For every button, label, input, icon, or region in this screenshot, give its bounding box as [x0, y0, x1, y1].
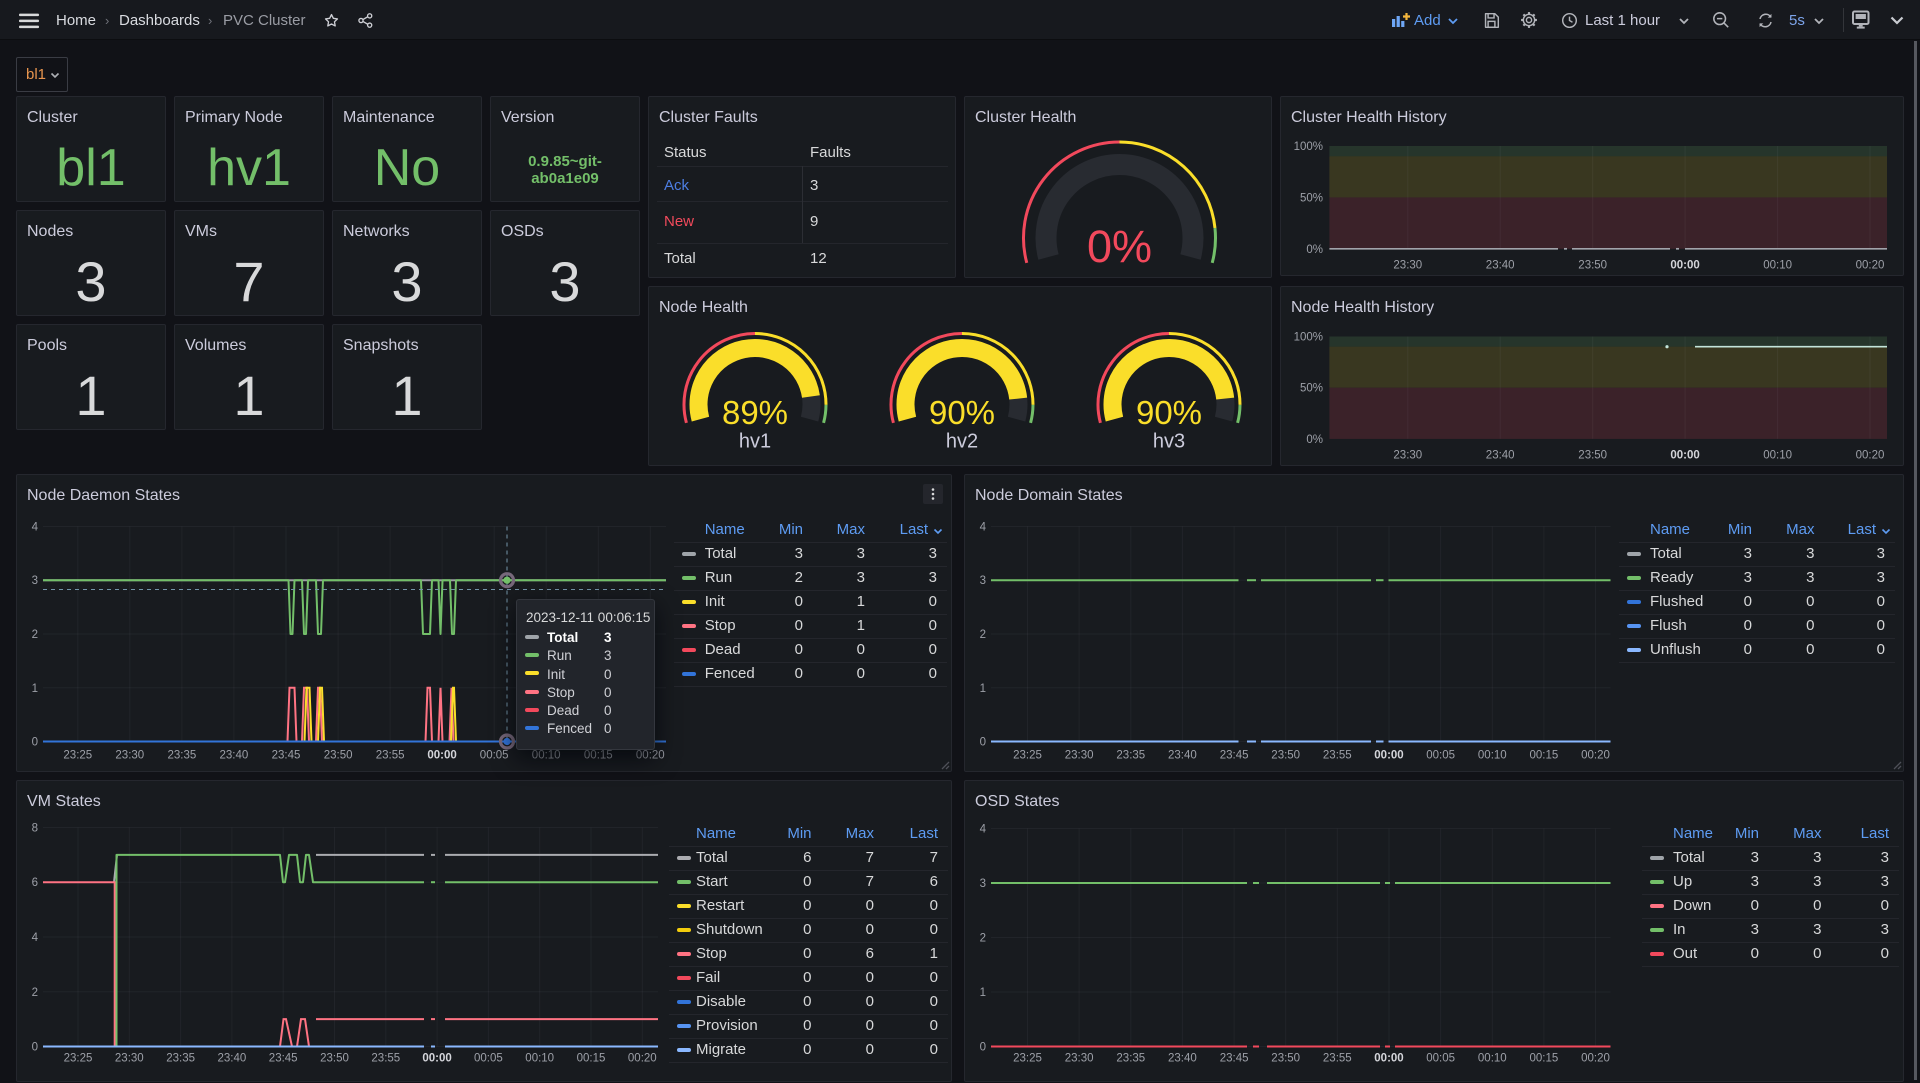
svg-text:23:35: 23:35	[1116, 750, 1145, 762]
svg-text:00:10: 00:10	[532, 750, 561, 762]
svg-text:4: 4	[980, 522, 987, 534]
svg-text:23:25: 23:25	[64, 1053, 93, 1065]
svg-text:23:30: 23:30	[1393, 449, 1422, 461]
svg-text:23:45: 23:45	[269, 1053, 298, 1065]
svg-text:0%: 0%	[1087, 221, 1152, 272]
svg-text:00:00: 00:00	[1374, 750, 1403, 762]
svg-text:00:05: 00:05	[480, 750, 509, 762]
svg-text:hv2: hv2	[946, 431, 978, 453]
svg-text:00:00: 00:00	[422, 1053, 451, 1065]
svg-text:90%: 90%	[1136, 394, 1202, 431]
svg-text:00:20: 00:20	[628, 1053, 657, 1065]
svg-text:00:15: 00:15	[1530, 1053, 1559, 1065]
svg-text:00:05: 00:05	[1426, 1053, 1455, 1065]
svg-text:hv1: hv1	[739, 431, 771, 453]
svg-text:00:15: 00:15	[1530, 750, 1559, 762]
svg-text:23:30: 23:30	[1065, 1053, 1094, 1065]
svg-text:23:40: 23:40	[218, 1053, 247, 1065]
svg-text:0%: 0%	[1306, 434, 1323, 446]
svg-text:00:20: 00:20	[1581, 1053, 1610, 1065]
svg-text:4: 4	[32, 522, 39, 534]
svg-text:00:10: 00:10	[1763, 449, 1792, 461]
svg-text:50%: 50%	[1300, 192, 1323, 204]
svg-text:3: 3	[980, 878, 986, 890]
svg-text:2: 2	[980, 933, 986, 945]
svg-text:23:40: 23:40	[1168, 750, 1197, 762]
svg-text:0: 0	[980, 737, 986, 749]
svg-text:1: 1	[980, 987, 986, 999]
svg-text:3: 3	[980, 575, 986, 587]
svg-text:23:50: 23:50	[1271, 1053, 1300, 1065]
svg-text:23:50: 23:50	[1271, 750, 1300, 762]
svg-text:00:05: 00:05	[1426, 750, 1455, 762]
svg-text:00:10: 00:10	[1763, 259, 1792, 271]
svg-text:4: 4	[32, 932, 39, 944]
svg-text:23:25: 23:25	[63, 750, 92, 762]
svg-text:00:00: 00:00	[1374, 1053, 1403, 1065]
svg-text:23:30: 23:30	[1065, 750, 1094, 762]
svg-text:0: 0	[32, 1042, 38, 1054]
svg-text:23:55: 23:55	[1323, 1053, 1352, 1065]
svg-text:00:00: 00:00	[1670, 259, 1699, 271]
svg-text:00:20: 00:20	[636, 750, 665, 762]
svg-text:8: 8	[32, 823, 38, 835]
svg-text:00:15: 00:15	[584, 750, 613, 762]
svg-text:23:40: 23:40	[1486, 259, 1515, 271]
svg-text:0: 0	[980, 1042, 986, 1054]
svg-text:0%: 0%	[1306, 244, 1323, 256]
svg-text:23:30: 23:30	[115, 1053, 144, 1065]
svg-text:00:20: 00:20	[1581, 750, 1610, 762]
svg-text:00:15: 00:15	[577, 1053, 606, 1065]
svg-text:23:55: 23:55	[371, 1053, 400, 1065]
svg-text:00:05: 00:05	[474, 1053, 503, 1065]
svg-text:hv3: hv3	[1153, 431, 1185, 453]
svg-text:2: 2	[32, 629, 38, 641]
svg-text:00:10: 00:10	[1478, 750, 1507, 762]
svg-text:23:25: 23:25	[1013, 1053, 1042, 1065]
svg-text:4: 4	[980, 824, 987, 836]
svg-text:23:55: 23:55	[1323, 750, 1352, 762]
svg-text:00:10: 00:10	[1478, 1053, 1507, 1065]
svg-text:23:25: 23:25	[1013, 750, 1042, 762]
svg-text:100%: 100%	[1294, 141, 1323, 153]
svg-text:100%: 100%	[1294, 332, 1323, 344]
svg-text:00:20: 00:20	[1856, 259, 1885, 271]
svg-text:00:20: 00:20	[1856, 449, 1885, 461]
svg-text:50%: 50%	[1300, 383, 1323, 395]
svg-text:23:35: 23:35	[1116, 1053, 1145, 1065]
svg-text:1: 1	[980, 683, 986, 695]
svg-text:00:10: 00:10	[525, 1053, 554, 1065]
svg-text:23:50: 23:50	[320, 1053, 349, 1065]
svg-text:90%: 90%	[929, 394, 995, 431]
svg-text:2: 2	[980, 629, 986, 641]
svg-text:23:30: 23:30	[1393, 259, 1422, 271]
svg-text:23:45: 23:45	[272, 750, 301, 762]
svg-text:23:45: 23:45	[1220, 1053, 1249, 1065]
svg-text:23:50: 23:50	[1578, 449, 1607, 461]
svg-text:00:00: 00:00	[427, 750, 456, 762]
svg-text:23:40: 23:40	[220, 750, 249, 762]
svg-text:6: 6	[32, 877, 38, 889]
svg-text:0: 0	[32, 737, 38, 749]
svg-text:00:00: 00:00	[1670, 449, 1699, 461]
svg-text:89%: 89%	[722, 394, 788, 431]
svg-text:23:35: 23:35	[166, 1053, 195, 1065]
svg-text:1: 1	[32, 683, 38, 695]
svg-text:23:30: 23:30	[115, 750, 144, 762]
svg-text:3: 3	[32, 575, 38, 587]
svg-text:2: 2	[32, 987, 38, 999]
svg-text:23:35: 23:35	[168, 750, 197, 762]
svg-text:23:50: 23:50	[324, 750, 353, 762]
svg-text:23:45: 23:45	[1220, 750, 1249, 762]
svg-text:23:40: 23:40	[1486, 449, 1515, 461]
svg-text:23:50: 23:50	[1578, 259, 1607, 271]
svg-text:23:55: 23:55	[376, 750, 405, 762]
svg-text:23:40: 23:40	[1168, 1053, 1197, 1065]
